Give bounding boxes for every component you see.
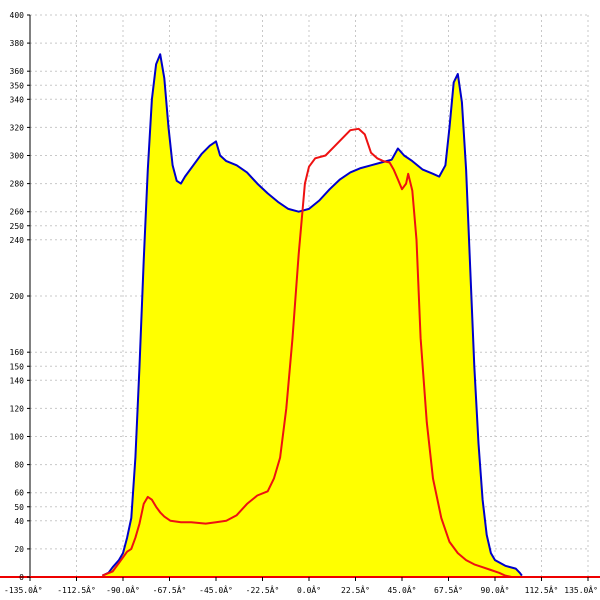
series-line-1 xyxy=(101,127,512,578)
y-tick-label-22: 400 xyxy=(10,11,25,20)
y-tick-label-8: 140 xyxy=(10,376,25,385)
y-tick-label-18: 340 xyxy=(10,95,25,104)
x-tick-label-9: 67.5Â° xyxy=(434,584,463,595)
axes xyxy=(0,14,600,581)
series-area-0 xyxy=(102,54,522,578)
x-tick-label-5: -22.5Â° xyxy=(246,584,280,595)
y-tick-label-1: 20 xyxy=(14,545,24,554)
y-tick-label-9: 150 xyxy=(10,362,25,371)
y-tick-label-7: 120 xyxy=(10,404,25,413)
series-lines xyxy=(101,53,523,578)
y-tick-label-6: 100 xyxy=(10,433,25,442)
x-tick-label-11: 112.5Â° xyxy=(525,584,559,595)
y-tick-label-13: 250 xyxy=(10,222,25,231)
y-tick-label-14: 260 xyxy=(10,208,25,217)
x-tick-label-3: -67.5Â° xyxy=(153,584,187,595)
y-tick-label-20: 360 xyxy=(10,67,25,76)
x-tick-label-12: 135.0Â° xyxy=(564,584,598,595)
y-tick-label-12: 240 xyxy=(10,236,25,245)
y-tick-label-2: 40 xyxy=(14,517,24,526)
y-tick-label-16: 300 xyxy=(10,152,25,161)
y-tick-label-5: 80 xyxy=(14,461,24,470)
y-tick-label-0: 0 xyxy=(19,573,24,582)
filled-areas xyxy=(102,54,522,578)
y-tick-label-21: 380 xyxy=(10,39,25,48)
series-line-0 xyxy=(101,53,523,577)
y-tick-label-3: 50 xyxy=(14,503,24,512)
x-tick-label-8: 45.0Â° xyxy=(388,584,417,595)
y-tick-label-11: 200 xyxy=(10,292,25,301)
x-tick-label-6: 0.0Â° xyxy=(297,584,321,595)
tick-labels: 0 20 40 50 60 80 100 120 140 150 160 200 240 250 260 28… xyxy=(4,11,598,595)
y-tick-label-15: 280 xyxy=(10,180,25,189)
x-tick-label-0: -135.0Â° xyxy=(4,584,43,595)
x-tick-label-10: 90.0Â° xyxy=(481,584,510,595)
x-tick-label-2: -90.0Â° xyxy=(106,584,140,595)
y-tick-label-19: 350 xyxy=(10,81,25,90)
x-tick-label-4: -45.0Â° xyxy=(199,584,233,595)
x-tick-label-1: -112.5Â° xyxy=(57,584,96,595)
y-tick-label-17: 320 xyxy=(10,123,25,132)
y-tick-label-10: 160 xyxy=(10,348,25,357)
x-tick-label-7: 22.5Â° xyxy=(341,584,370,595)
y-tick-label-4: 60 xyxy=(14,489,24,498)
